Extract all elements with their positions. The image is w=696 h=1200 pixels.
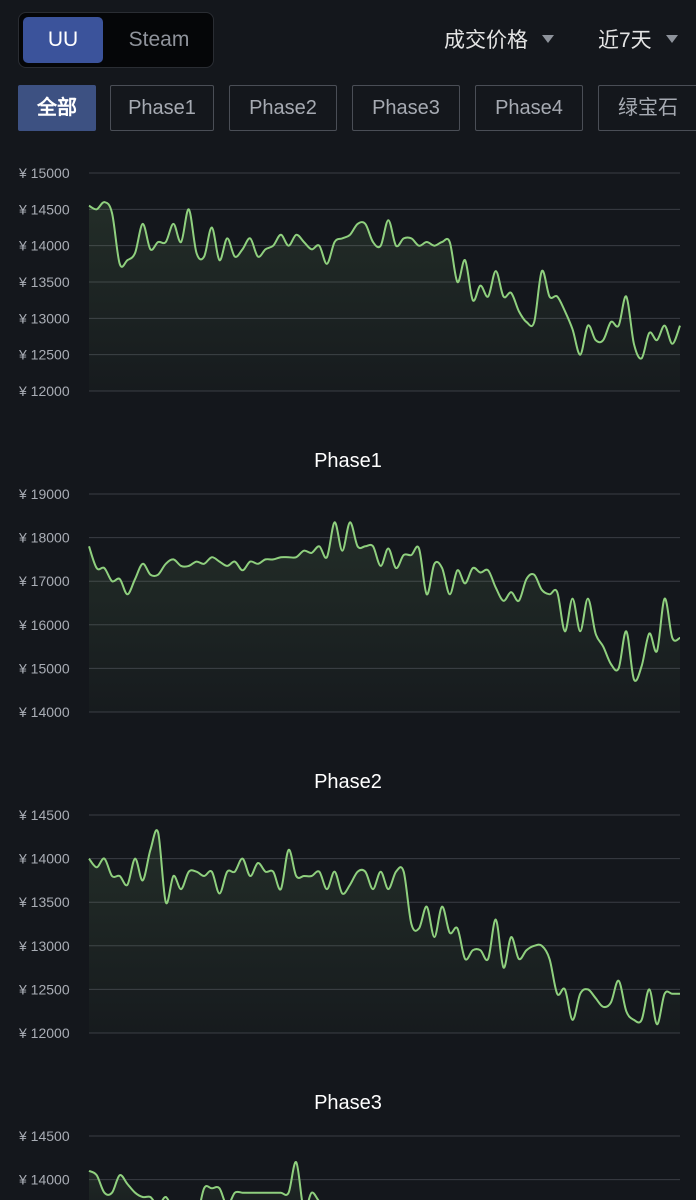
range-dropdown[interactable]: 近7天 — [598, 26, 678, 56]
metric-dropdown-label: 成交价格 — [444, 29, 528, 52]
y-tick-label: ¥ 13000 — [18, 310, 70, 326]
y-tick-label: ¥ 13000 — [18, 938, 70, 954]
series-line — [88, 1161, 320, 1200]
chart-title: Phase3 — [314, 1092, 382, 1114]
filter-phase3[interactable]: Phase3 — [352, 85, 460, 131]
y-tick-label: ¥ 15000 — [18, 165, 70, 181]
price-chart-all: ¥ 15000 ¥ 14500 ¥ 14000 ¥ 13500 ¥ 13000 ¥ 125… — [18, 165, 681, 399]
filter-phase2[interactable]: Phase2 — [229, 85, 337, 131]
series-area — [89, 830, 680, 1033]
y-tick-label: ¥ 18000 — [18, 530, 70, 546]
y-tick-label: ¥ 12000 — [18, 383, 70, 399]
phase-filter-bar: 全部 Phase1 Phase2 Phase3 Phase4 绿宝石 — [0, 85, 696, 133]
y-tick-label: ¥ 14000 — [18, 238, 70, 254]
filter-phase4[interactable]: Phase4 — [475, 85, 583, 131]
y-tick-label: ¥ 14000 — [18, 704, 70, 720]
platform-tab-steam[interactable]: Steam — [128, 28, 190, 51]
filter-emerald[interactable]: 绿宝石 — [598, 85, 696, 131]
y-tick-label: ¥ 14500 — [18, 201, 70, 217]
series-area — [89, 202, 680, 391]
y-tick-label: ¥ 12000 — [18, 1025, 70, 1041]
y-tick-label: ¥ 13500 — [18, 894, 70, 910]
series-area — [89, 1162, 350, 1200]
y-tick-label: ¥ 13500 — [18, 274, 70, 290]
y-tick-label: ¥ 14500 — [18, 1128, 70, 1144]
series-line — [88, 201, 681, 360]
y-tick-label: ¥ 16000 — [18, 617, 70, 633]
y-tick-label: ¥ 17000 — [18, 573, 70, 589]
series-line — [88, 829, 680, 1026]
platform-tab-uu[interactable]: UU — [23, 17, 103, 63]
range-dropdown-label: 近7天 — [598, 29, 652, 52]
y-tick-label: ¥ 14000 — [18, 851, 70, 867]
price-chart-phase1: Phase1 ¥ 19000 ¥ 18000 ¥ 17000 ¥ 16000 ¥ 1500… — [18, 450, 681, 720]
price-chart-phase3: Phase3 ¥ 14500 ¥ 14000 — [18, 1092, 680, 1200]
y-tick-label: ¥ 12500 — [18, 981, 70, 997]
y-tick-label: ¥ 14500 — [18, 807, 70, 823]
series-area — [89, 522, 680, 712]
filter-all[interactable]: 全部 — [18, 85, 96, 131]
y-tick-label: ¥ 12500 — [18, 347, 70, 363]
top-bar: UU Steam 成交价格 近7天 — [0, 0, 696, 80]
y-tick-label: ¥ 19000 — [18, 486, 70, 502]
series-line — [88, 521, 681, 682]
y-tick-label: ¥ 14000 — [18, 1172, 70, 1188]
caret-down-icon — [665, 35, 678, 44]
chart-title: Phase2 — [314, 771, 382, 793]
metric-dropdown[interactable]: 成交价格 — [444, 26, 554, 56]
price-chart-phase2: Phase2 ¥ 14500 ¥ 14000 ¥ 13500 ¥ 13000 ¥ 1250… — [18, 771, 680, 1041]
y-tick-label: ¥ 15000 — [18, 660, 70, 676]
chart-title: Phase1 — [314, 450, 382, 472]
filter-phase1[interactable]: Phase1 — [110, 85, 214, 131]
platform-toggle: UU Steam — [18, 12, 214, 68]
caret-down-icon — [542, 35, 554, 44]
